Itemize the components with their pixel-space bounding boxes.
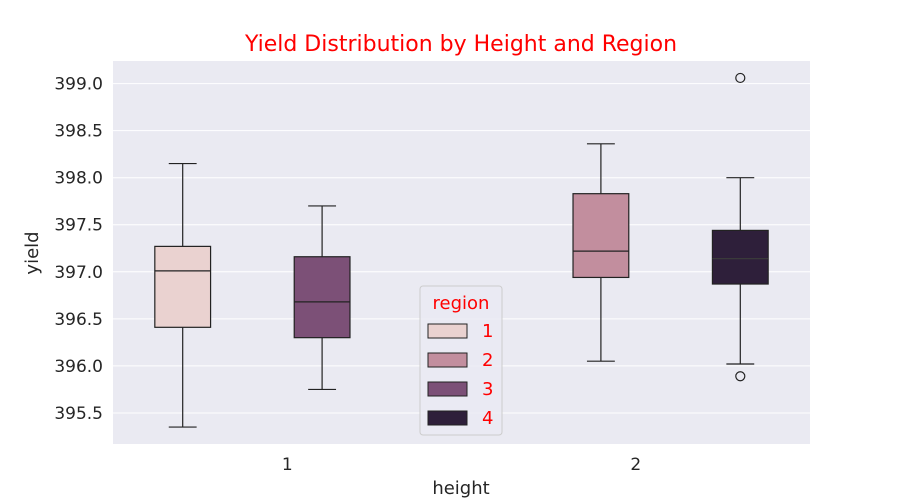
outlier-point	[735, 371, 746, 382]
box-iqr	[293, 256, 351, 339]
legend-label: 2	[482, 350, 493, 371]
box-iqr	[572, 193, 630, 279]
y-tick-label: 396.5	[54, 310, 103, 330]
legend-title: region	[433, 293, 490, 314]
x-tick-label: 1	[282, 455, 293, 475]
legend: region 1 2 3 4	[419, 285, 503, 436]
legend-swatch	[427, 381, 468, 397]
x-tick-label: 2	[630, 455, 641, 475]
box-iqr	[154, 245, 212, 328]
box-region-3-height-1	[293, 205, 351, 391]
outlier-point	[735, 72, 746, 84]
y-tick-label: 397.0	[54, 263, 103, 283]
y-tick-labels: 395.5 396.0 396.5 397.0 397.5 398.0 398.5 399.0	[54, 75, 103, 424]
y-tick-label: 397.5	[54, 216, 103, 236]
y-tick-label: 398.0	[54, 169, 103, 189]
legend-swatch	[427, 323, 468, 339]
box-iqr	[711, 229, 769, 285]
box-region-2-height-2	[572, 143, 630, 362]
y-tick-label: 398.5	[54, 122, 103, 142]
box-region-1-height-1	[154, 162, 212, 428]
x-axis-label: height	[432, 478, 489, 499]
legend-label: 4	[482, 408, 493, 429]
legend-swatch	[427, 410, 468, 426]
boxes-layer	[154, 72, 769, 428]
y-tick-label: 395.5	[54, 404, 103, 424]
y-axis-label: yield	[22, 231, 43, 274]
legend-label: 3	[482, 379, 493, 400]
legend-items: 1 2 3 4	[427, 321, 493, 429]
legend-label: 1	[482, 321, 493, 342]
legend-swatch	[427, 352, 468, 368]
y-tick-label: 399.0	[54, 75, 103, 95]
y-tick-label: 396.0	[54, 357, 103, 377]
box-region-4-height-2	[711, 72, 769, 382]
chart-title: Yield Distribution by Height and Region	[244, 32, 677, 57]
